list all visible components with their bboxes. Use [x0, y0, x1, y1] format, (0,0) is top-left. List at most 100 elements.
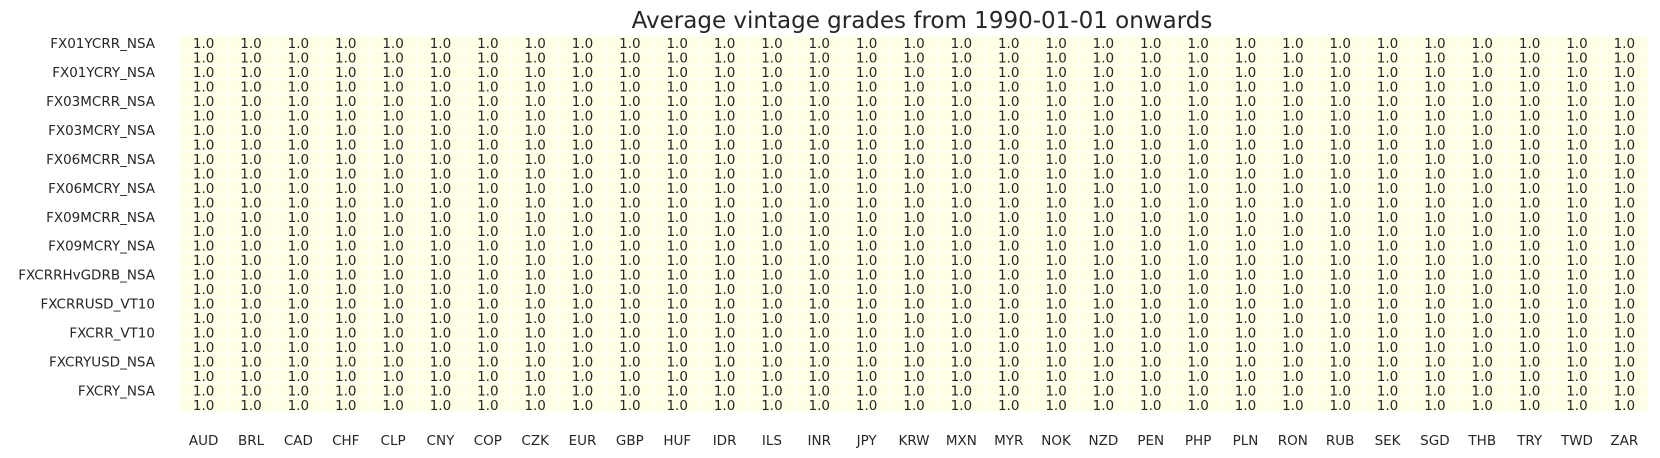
cell-value-label: 1.0	[430, 152, 451, 168]
cell-value-label: 1.0	[903, 325, 924, 341]
cell-value-label: 1.0	[1187, 268, 1208, 284]
cell-value-label: 1.0	[1093, 36, 1114, 52]
cell-value-label: 1.0	[1235, 94, 1256, 110]
cell-value-label: 1.0	[1329, 65, 1350, 81]
y-tick-label: FX03MCRY_NSA	[48, 123, 156, 139]
cell-value-label: 1.0	[1377, 239, 1398, 255]
cell-value-label: 1.0	[477, 383, 498, 399]
cell-value-label: 1.0	[666, 369, 687, 385]
cell-value-label: 1.0	[809, 166, 830, 182]
cell-value-label: 1.0	[1093, 94, 1114, 110]
cell-value-label: 1.0	[809, 94, 830, 110]
cell-value-label: 1.0	[288, 210, 309, 226]
cell-value-label: 1.0	[193, 210, 214, 226]
cell-value-label: 1.0	[1377, 398, 1398, 414]
cell-value-label: 1.0	[572, 181, 593, 197]
cell-value-label: 1.0	[1187, 224, 1208, 240]
cell-value-label: 1.0	[1093, 80, 1114, 96]
cell-value-label: 1.0	[1187, 297, 1208, 313]
cell-value-label: 1.0	[1566, 166, 1587, 182]
cell-value-label: 1.0	[288, 340, 309, 356]
cell-value-label: 1.0	[1329, 137, 1350, 153]
cell-value-label: 1.0	[619, 51, 640, 67]
cell-value-label: 1.0	[524, 210, 545, 226]
cell-value-label: 1.0	[666, 181, 687, 197]
cell-value-label: 1.0	[335, 398, 356, 414]
cell-value-label: 1.0	[477, 311, 498, 327]
cell-value-label: 1.0	[1045, 181, 1066, 197]
cell-value-label: 1.0	[761, 253, 782, 269]
cell-value-label: 1.0	[903, 239, 924, 255]
cell-value-label: 1.0	[809, 383, 830, 399]
cell-value-label: 1.0	[1519, 65, 1540, 81]
cell-value-label: 1.0	[903, 268, 924, 284]
cell-value-label: 1.0	[1140, 36, 1161, 52]
cell-value-label: 1.0	[1235, 51, 1256, 67]
cell-value-label: 1.0	[1424, 94, 1445, 110]
cell-value-label: 1.0	[1424, 181, 1445, 197]
cell-value-label: 1.0	[903, 282, 924, 298]
cell-value-label: 1.0	[335, 195, 356, 211]
cell-value-label: 1.0	[856, 311, 877, 327]
cell-value-label: 1.0	[951, 65, 972, 81]
cell-value-label: 1.0	[1140, 137, 1161, 153]
cell-value-label: 1.0	[382, 253, 403, 269]
cell-value-label: 1.0	[856, 268, 877, 284]
cell-value-label: 1.0	[1093, 325, 1114, 341]
cell-value-label: 1.0	[572, 297, 593, 313]
cell-value-label: 1.0	[430, 166, 451, 182]
cell-value-label: 1.0	[477, 123, 498, 139]
cell-value-label: 1.0	[1472, 354, 1493, 370]
x-tick-label: JPY	[856, 433, 878, 449]
cell-value-label: 1.0	[1093, 253, 1114, 269]
cell-value-label: 1.0	[193, 282, 214, 298]
cell-value-label: 1.0	[1424, 282, 1445, 298]
cell-value-label: 1.0	[1140, 166, 1161, 182]
cell-value-label: 1.0	[430, 282, 451, 298]
x-tick-label: CLP	[381, 433, 406, 449]
cell-value-label: 1.0	[1235, 80, 1256, 96]
cell-value-label: 1.0	[856, 239, 877, 255]
cell-value-label: 1.0	[998, 152, 1019, 168]
cell-value-label: 1.0	[1235, 354, 1256, 370]
cell-value-label: 1.0	[524, 123, 545, 139]
cell-value-label: 1.0	[572, 137, 593, 153]
cell-value-label: 1.0	[240, 224, 261, 240]
cell-value-label: 1.0	[619, 166, 640, 182]
cell-value-label: 1.0	[761, 152, 782, 168]
cell-value-label: 1.0	[856, 210, 877, 226]
cell-value-label: 1.0	[1614, 137, 1635, 153]
cell-value-label: 1.0	[1235, 181, 1256, 197]
cell-value-label: 1.0	[430, 325, 451, 341]
x-tick-label: PLN	[1233, 433, 1259, 449]
cell-value-label: 1.0	[430, 268, 451, 284]
cell-value-label: 1.0	[524, 311, 545, 327]
cell-value-label: 1.0	[951, 325, 972, 341]
cell-value-label: 1.0	[1045, 94, 1066, 110]
cell-value-label: 1.0	[477, 224, 498, 240]
cell-value-label: 1.0	[240, 36, 261, 52]
cell-value-label: 1.0	[240, 340, 261, 356]
cell-value-label: 1.0	[1093, 340, 1114, 356]
cell-value-label: 1.0	[1424, 383, 1445, 399]
cell-value-label: 1.0	[477, 94, 498, 110]
cell-value-label: 1.0	[1377, 253, 1398, 269]
y-tick-label: FX01YCRY_NSA	[52, 65, 156, 81]
cell-value-label: 1.0	[666, 65, 687, 81]
x-tick-label: NZD	[1089, 433, 1119, 449]
cell-value-label: 1.0	[666, 340, 687, 356]
cell-value-label: 1.0	[572, 224, 593, 240]
cell-value-label: 1.0	[288, 297, 309, 313]
cell-value-label: 1.0	[714, 282, 735, 298]
cell-value-label: 1.0	[477, 239, 498, 255]
cell-value-label: 1.0	[951, 195, 972, 211]
cell-value-label: 1.0	[1282, 166, 1303, 182]
cell-value-label: 1.0	[288, 51, 309, 67]
cell-value-label: 1.0	[382, 311, 403, 327]
cell-value-label: 1.0	[998, 51, 1019, 67]
cell-value-label: 1.0	[761, 383, 782, 399]
cell-value-label: 1.0	[1472, 65, 1493, 81]
cell-value-label: 1.0	[477, 80, 498, 96]
cell-value-label: 1.0	[856, 398, 877, 414]
cell-value-label: 1.0	[619, 325, 640, 341]
